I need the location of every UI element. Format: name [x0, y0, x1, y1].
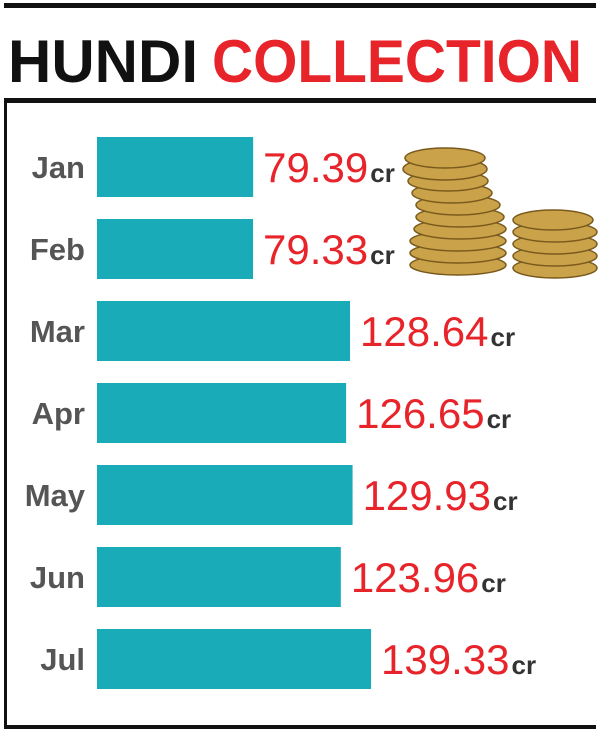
value-label: 79.33 — [263, 226, 368, 273]
value-unit: cr — [370, 240, 395, 270]
top-rule — [4, 3, 596, 8]
title-rule — [4, 98, 596, 103]
category-label: May — [25, 478, 86, 513]
value-unit: cr — [493, 486, 518, 516]
value-label: 126.65 — [356, 390, 484, 437]
category-label: Jul — [40, 642, 85, 677]
value-unit: cr — [481, 568, 506, 598]
value-label: 79.39 — [263, 144, 368, 191]
value-unit: cr — [512, 650, 537, 680]
bar — [97, 465, 353, 525]
bottom-rule — [4, 725, 596, 729]
category-label: Feb — [30, 232, 85, 267]
value-unit: cr — [370, 158, 395, 188]
category-label: Jan — [32, 150, 85, 185]
category-label: Apr — [32, 396, 85, 431]
bar — [97, 219, 254, 279]
bar — [97, 629, 372, 689]
bar — [97, 383, 347, 443]
bar — [97, 547, 341, 607]
value-unit: cr — [487, 404, 512, 434]
value-label: 129.93 — [363, 472, 491, 519]
chart-title-highlight: COLLECTION — [212, 28, 582, 95]
frame-left — [4, 98, 7, 728]
category-label: Mar — [30, 314, 85, 349]
chart-title: HUNDI — [8, 28, 198, 95]
value-unit: cr — [491, 322, 516, 352]
bar — [97, 137, 254, 197]
value-label: 139.33 — [381, 636, 509, 683]
value-label: 128.64 — [360, 308, 488, 355]
bar — [97, 301, 351, 361]
category-label: Jun — [30, 560, 85, 595]
coins-illustration — [398, 140, 598, 280]
value-label: 123.96 — [351, 554, 479, 601]
